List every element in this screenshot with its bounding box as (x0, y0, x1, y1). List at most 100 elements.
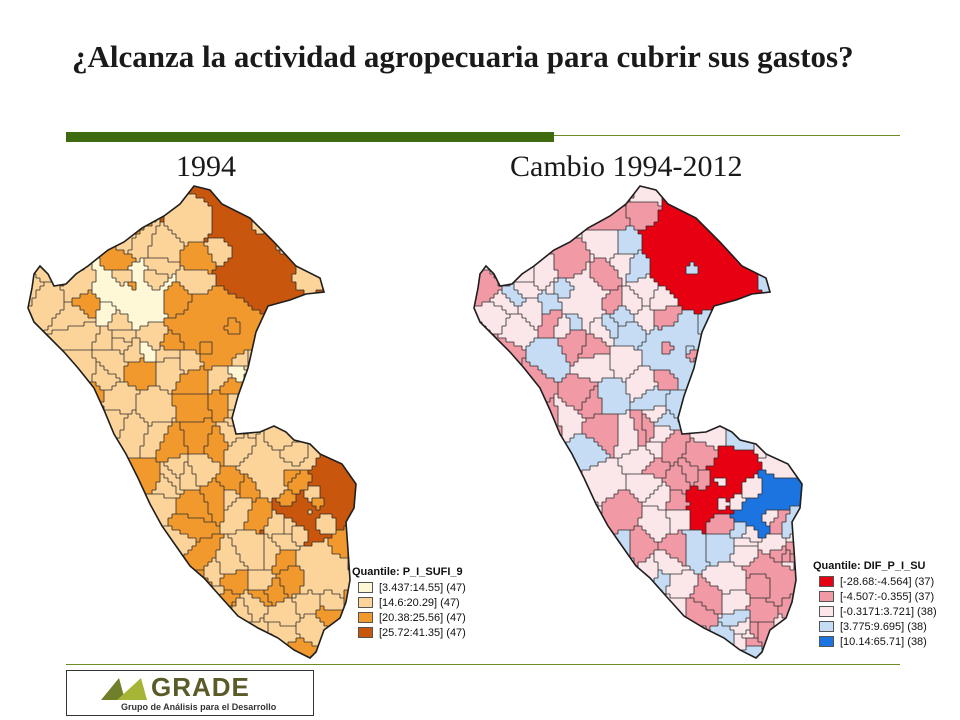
map-region (610, 614, 647, 619)
map-region (474, 354, 483, 359)
map-region (228, 322, 241, 327)
map-region (650, 266, 687, 271)
legend-row: [3.775:9.695] (38) (819, 619, 937, 634)
map-region (674, 322, 699, 327)
map-region (168, 226, 213, 231)
map-region (690, 510, 735, 515)
map-region (530, 206, 535, 211)
map-region (682, 470, 699, 475)
map-region (84, 522, 141, 527)
map-region (128, 318, 165, 323)
map-region (320, 606, 325, 611)
map-region (702, 530, 707, 535)
map-region (698, 398, 739, 403)
map-region (602, 214, 627, 219)
map-region (252, 422, 265, 427)
map-region (156, 354, 181, 359)
map-region (208, 382, 225, 387)
map-region (582, 230, 619, 235)
map-region (566, 314, 579, 319)
map-region (758, 426, 763, 431)
map-region (208, 378, 229, 383)
map-region (92, 266, 105, 271)
map-region (474, 498, 559, 503)
map-region (76, 406, 97, 411)
map-region (610, 658, 651, 662)
map-region (658, 486, 671, 491)
map-region (320, 334, 356, 339)
map-region (642, 394, 667, 399)
map-region (590, 266, 615, 271)
map-region (666, 190, 802, 195)
map-region (292, 362, 337, 367)
map-region (216, 522, 221, 527)
map-region (164, 462, 185, 467)
map-region (474, 518, 559, 523)
map-region (806, 398, 810, 403)
map-region (754, 634, 759, 639)
map-region (232, 606, 249, 611)
map-region (208, 562, 221, 567)
map-region (750, 562, 783, 567)
map-region (474, 458, 487, 463)
map-region (256, 530, 261, 535)
map-region (324, 286, 356, 291)
map-region (332, 550, 353, 555)
map-region (228, 370, 249, 375)
map-region (558, 190, 571, 195)
map-region (658, 542, 687, 547)
map-region (212, 414, 229, 419)
map-region (750, 630, 759, 635)
map-region (482, 218, 503, 223)
map-region (236, 438, 257, 443)
map-region (264, 530, 285, 535)
map-region (794, 542, 802, 547)
map-region (602, 322, 619, 327)
map-region (630, 270, 651, 275)
map-region (136, 186, 356, 187)
map-region (360, 434, 364, 439)
map-region (248, 454, 281, 459)
map-region (224, 506, 229, 511)
map-region (236, 602, 245, 607)
map-region (220, 530, 237, 535)
map-region (280, 622, 297, 627)
map-region (304, 570, 353, 575)
map-region (88, 426, 125, 431)
map-region (180, 454, 189, 459)
map-region (478, 318, 507, 323)
map-region (686, 558, 707, 563)
map-region (522, 314, 543, 319)
map-region (188, 450, 205, 455)
map-region (308, 590, 313, 595)
map-region (308, 370, 325, 375)
map-region (654, 654, 715, 658)
map-region (320, 430, 356, 435)
map-region (224, 634, 237, 639)
map-region (28, 330, 45, 335)
map-region (582, 322, 591, 327)
map-region (272, 346, 333, 351)
map-region (730, 498, 747, 503)
map-region (312, 386, 356, 391)
map-region (188, 646, 225, 651)
map-region (56, 230, 97, 235)
map-region (518, 186, 531, 191)
grade-logo-subtitle: Grupo de Análisis para el Desarrollo (121, 702, 277, 712)
map-region (148, 282, 165, 287)
map-region (506, 538, 559, 543)
map-region (498, 246, 535, 251)
map-region (626, 382, 659, 387)
map-region (670, 522, 691, 527)
map-region (88, 446, 113, 451)
peru-map-cambio (473, 185, 810, 662)
map-region (308, 538, 325, 543)
map-region (706, 566, 743, 571)
map-region (522, 186, 531, 187)
map-region (156, 374, 181, 379)
map-region (180, 474, 197, 479)
map-region (108, 202, 157, 207)
map-region (68, 202, 109, 207)
map-region (686, 598, 695, 603)
map-region (300, 262, 321, 267)
